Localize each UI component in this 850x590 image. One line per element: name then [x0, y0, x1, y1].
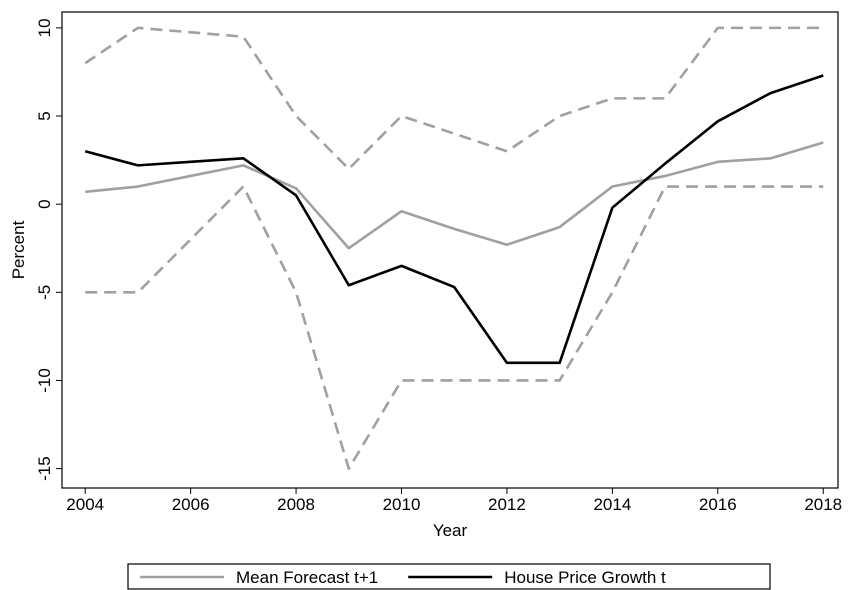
series-line: [84, 26, 824, 171]
x-tick-label: 2014: [593, 495, 631, 514]
x-tick-label: 2012: [488, 495, 526, 514]
series-line: [85, 185, 824, 470]
y-tick-label: 10: [35, 18, 54, 37]
x-tick-label: 2016: [699, 495, 737, 514]
x-tick-label: 2008: [277, 495, 315, 514]
y-tick-label: -10: [35, 368, 54, 393]
series-line: [85, 141, 824, 250]
legend-label: Mean Forecast t+1: [236, 568, 378, 587]
legend-box: [127, 563, 771, 590]
x-tick-label: 2010: [383, 495, 421, 514]
y-tick-label: 0: [35, 199, 54, 208]
x-tick-label: 2004: [66, 495, 104, 514]
y-axis-label: Percent: [9, 220, 28, 279]
series-line: [84, 74, 824, 365]
y-tick-label: -15: [35, 456, 54, 481]
legend-label: House Price Growth t: [504, 568, 666, 587]
y-tick-label: -5: [35, 285, 54, 300]
x-tick-label: 2006: [172, 495, 210, 514]
plot-frame: [61, 11, 839, 489]
y-tick-label: 5: [35, 111, 54, 120]
x-axis-label: Year: [433, 521, 468, 540]
x-tick-label: 2018: [804, 495, 842, 514]
